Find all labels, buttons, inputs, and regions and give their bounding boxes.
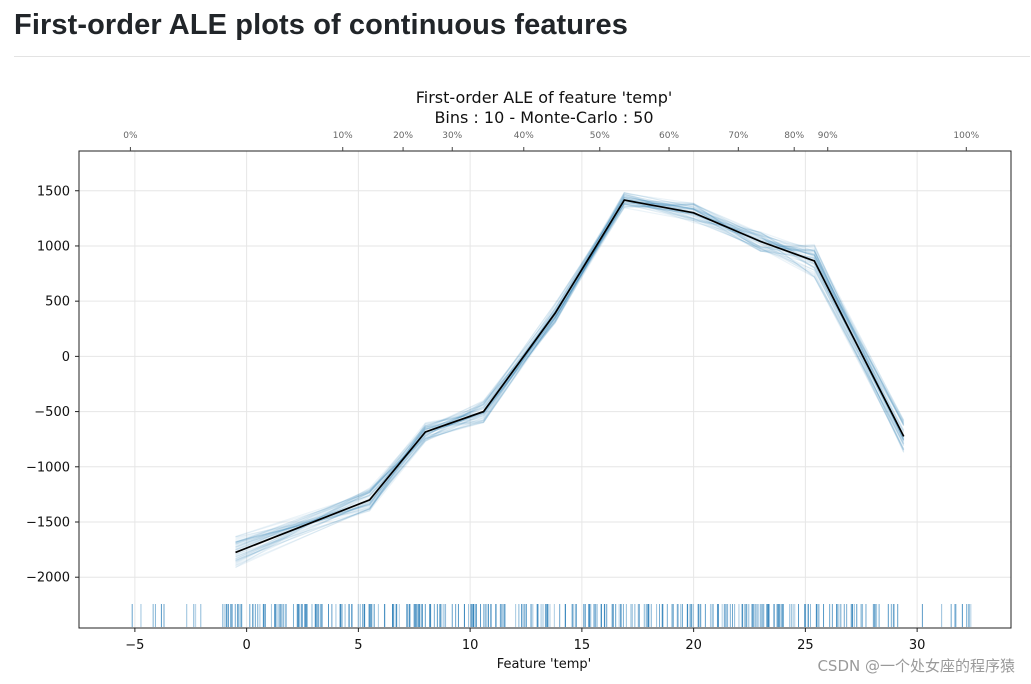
monte-carlo-curve bbox=[235, 199, 905, 561]
monte-carlo-curve bbox=[235, 204, 905, 560]
monte-carlo-curve bbox=[235, 198, 905, 552]
monte-carlo-curve bbox=[235, 200, 905, 557]
quantile-tick-label: 100% bbox=[953, 131, 979, 141]
mean-curve-layer bbox=[235, 199, 905, 554]
x-tick-label: 10 bbox=[462, 638, 479, 653]
monte-carlo-curve bbox=[235, 195, 905, 543]
monte-carlo-curve bbox=[235, 192, 905, 541]
monte-carlo-curve bbox=[235, 193, 905, 546]
x-tick-label: −5 bbox=[125, 638, 144, 653]
axes: −5 0 5 10 15 20 25 30 1500 1000 500 0 −500 −1000 −1500… bbox=[26, 131, 980, 653]
monte-carlo-curve bbox=[235, 196, 905, 544]
monte-carlo-curve bbox=[235, 196, 905, 542]
x-tick-label: 25 bbox=[797, 638, 814, 653]
y-tick-label: 0 bbox=[62, 350, 70, 365]
y-tick-label: 500 bbox=[45, 295, 70, 310]
monte-carlo-curve bbox=[235, 193, 905, 560]
y-tick-label: 1500 bbox=[37, 184, 70, 199]
monte-carlo-curve bbox=[235, 195, 905, 557]
x-tick-label: 15 bbox=[574, 638, 591, 653]
x-tick-label: 5 bbox=[354, 638, 362, 653]
quantile-tick-label: 50% bbox=[590, 131, 610, 141]
quantile-tick-label: 10% bbox=[333, 131, 353, 141]
monte-carlo-curve bbox=[235, 196, 905, 567]
monte-carlo-curve bbox=[235, 199, 905, 563]
monte-carlo-curve bbox=[235, 197, 905, 554]
monte-carlo-curve bbox=[235, 191, 905, 539]
monte-carlo-curve bbox=[235, 199, 905, 563]
quantile-tick-label: 70% bbox=[728, 131, 748, 141]
monte-carlo-curve bbox=[235, 204, 905, 569]
rug-plot bbox=[131, 604, 972, 627]
x-axis-label: Feature 'temp' bbox=[497, 657, 591, 672]
monte-carlo-curve bbox=[235, 203, 905, 550]
chart-subtitle: Bins : 10 - Monte-Carlo : 50 bbox=[434, 108, 653, 127]
quantile-tick-label: 0% bbox=[123, 131, 138, 141]
quantile-tick-label: 30% bbox=[442, 131, 462, 141]
y-tick-label: −1000 bbox=[26, 460, 70, 475]
monte-carlo-curve bbox=[235, 198, 905, 558]
x-tick-label: 20 bbox=[685, 638, 702, 653]
plot-frame bbox=[78, 150, 1012, 629]
y-tick-label: −2000 bbox=[26, 571, 70, 586]
y-tick-label: −1500 bbox=[26, 516, 70, 531]
monte-carlo-curves bbox=[235, 191, 905, 569]
monte-carlo-curve bbox=[235, 201, 905, 547]
heading-divider bbox=[14, 56, 1030, 57]
chart-title: First-order ALE of feature 'temp' bbox=[416, 88, 673, 107]
x-tick-label: 30 bbox=[909, 638, 926, 653]
y-tick-label: 1000 bbox=[37, 239, 70, 254]
y-tick-label: −500 bbox=[34, 405, 70, 420]
monte-carlo-curve bbox=[235, 197, 905, 538]
mean-ale-curve bbox=[235, 199, 905, 554]
quantile-tick-label: 90% bbox=[818, 131, 838, 141]
monte-carlo-curve bbox=[235, 196, 905, 548]
x-tick-label: 0 bbox=[242, 638, 250, 653]
quantile-tick-label: 60% bbox=[659, 131, 679, 141]
monte-carlo-curve bbox=[235, 204, 905, 560]
quantile-tick-label: 80% bbox=[784, 131, 804, 141]
watermark: CSDN @一个处女座的程序猿 bbox=[817, 657, 1015, 675]
monte-carlo-curve bbox=[235, 203, 905, 543]
monte-carlo-curve bbox=[235, 202, 905, 562]
monte-carlo-curve bbox=[235, 198, 905, 545]
monte-carlo-curve bbox=[235, 202, 905, 562]
monte-carlo-curve bbox=[235, 201, 905, 566]
quantile-tick-label: 40% bbox=[514, 131, 534, 141]
monte-carlo-curve bbox=[235, 194, 905, 556]
monte-carlo-curve bbox=[235, 191, 905, 564]
quantile-tick-label: 20% bbox=[393, 131, 413, 141]
page-heading: First-order ALE plots of continuous feat… bbox=[14, 9, 628, 41]
monte-carlo-curve bbox=[235, 199, 905, 550]
monte-carlo-curve bbox=[235, 201, 905, 545]
grid bbox=[79, 151, 1011, 628]
